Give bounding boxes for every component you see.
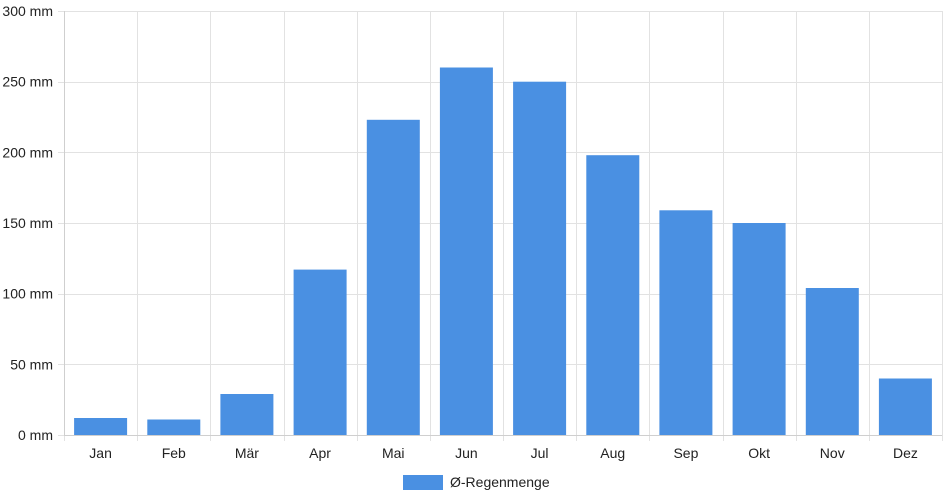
bars <box>74 67 932 436</box>
x-tick-label: Feb <box>162 445 186 461</box>
bar-mär <box>220 394 274 435</box>
x-tick-label: Jan <box>89 445 112 461</box>
y-tick-label: 50 mm <box>10 356 53 372</box>
y-tick-label: 250 mm <box>2 74 53 90</box>
x-tick-label: Mär <box>235 445 259 461</box>
x-tick-label: Dez <box>893 445 918 461</box>
x-tick-label: Jun <box>455 445 478 461</box>
y-tick-label: 150 mm <box>2 215 53 231</box>
bar-jun <box>439 67 493 435</box>
bar-mai <box>366 119 420 436</box>
bar-apr <box>293 269 347 435</box>
legend: Ø-Regenmenge <box>403 474 550 490</box>
legend-swatch <box>403 475 443 490</box>
bar-feb <box>147 419 201 435</box>
x-tick-label: Aug <box>600 445 625 461</box>
x-tick-label: Mai <box>382 445 405 461</box>
bar-dez <box>878 378 932 435</box>
y-tick-label: 0 mm <box>18 427 53 443</box>
legend-label: Ø-Regenmenge <box>450 474 550 490</box>
x-axis-tick-labels: Jan Feb Mär Apr Mai Jun Jul Aug Sep Okt Nov Dez <box>89 445 918 461</box>
bar-aug <box>586 155 640 435</box>
bar-jul <box>513 81 567 435</box>
y-tick-label: 200 mm <box>2 144 53 160</box>
bar-okt <box>732 223 786 435</box>
x-tick-label: Okt <box>748 445 770 461</box>
x-tick-label: Apr <box>309 445 331 461</box>
x-tick-label: Jul <box>531 445 549 461</box>
y-tick-label: 300 mm <box>2 3 53 19</box>
grid-lines <box>58 11 943 441</box>
bar-jan <box>74 418 128 435</box>
x-tick-label: Sep <box>673 445 698 461</box>
bar-nov <box>805 288 859 435</box>
axes <box>64 11 942 436</box>
y-axis-tick-labels: 0 mm 50 mm 100 mm 150 mm 200 mm 250 mm 300 mm <box>2 3 53 443</box>
bar-sep <box>659 210 713 435</box>
x-tick-label: Nov <box>820 445 845 461</box>
y-tick-label: 100 mm <box>2 286 53 302</box>
